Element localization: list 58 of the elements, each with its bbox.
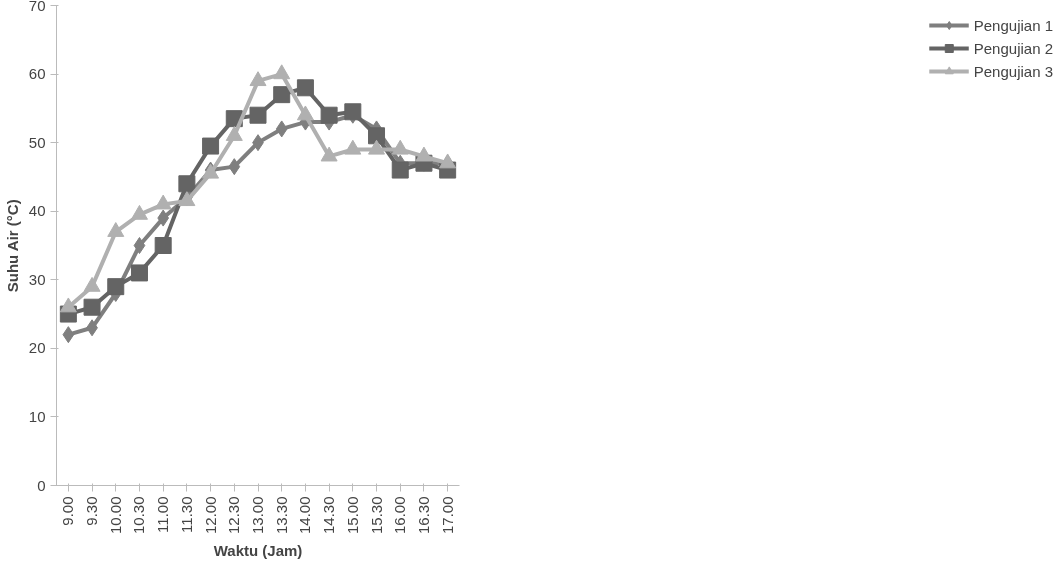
point — [202, 137, 220, 155]
x-tick-label: 11.30 — [177, 496, 195, 533]
x-tick-label: 9.00 — [59, 496, 77, 526]
point — [273, 64, 291, 80]
legend-label: Pengujian 2 — [973, 39, 1053, 57]
legend-label: Pengujian 1 — [973, 16, 1053, 34]
point — [391, 139, 409, 155]
point — [154, 194, 172, 210]
point — [296, 105, 314, 121]
x-tick-label: 13.00 — [249, 496, 266, 535]
y-tick-label: 60 — [28, 65, 46, 83]
x-tick-label: 13.30 — [272, 496, 290, 535]
x-axis-title: Waktu (Jam) — [213, 542, 303, 560]
x-tick-label: 11.00 — [154, 496, 172, 533]
x-tick-label: 12.00 — [201, 496, 219, 535]
point — [249, 106, 267, 124]
point — [157, 209, 170, 227]
x-tick-label: 16.00 — [391, 496, 409, 535]
x-tick-label: 12.30 — [225, 496, 243, 535]
point — [154, 237, 172, 254]
y-tick-label: 50 — [28, 133, 46, 151]
x-tick-label: 15.00 — [343, 496, 361, 535]
point — [62, 326, 75, 344]
point — [368, 139, 386, 155]
point — [228, 158, 241, 176]
x-tick-label: 16.30 — [414, 496, 432, 535]
point — [273, 86, 291, 104]
point — [133, 237, 146, 254]
point — [344, 139, 362, 155]
point — [225, 126, 243, 141]
point — [249, 71, 267, 87]
x-tick-label: 15.30 — [367, 496, 385, 535]
point — [296, 79, 314, 97]
y-tick-label: 20 — [28, 339, 46, 357]
point — [415, 146, 433, 162]
point — [320, 146, 338, 162]
point — [320, 106, 338, 124]
legend-label: Pengujian 3 — [973, 62, 1053, 80]
point — [178, 175, 196, 193]
x-tick-label: 14.30 — [320, 496, 338, 535]
y-tick-label: 30 — [28, 270, 46, 288]
x-tick-label: 17.00 — [438, 496, 456, 535]
x-tick-label: 10.30 — [130, 496, 148, 535]
y-tick-label: 40 — [28, 202, 46, 220]
point — [83, 298, 101, 316]
x-tick-label: 10.00 — [106, 496, 124, 535]
y-axis-title: Suhu Air (°C) — [3, 199, 21, 293]
y-tick-label: 0 — [37, 476, 46, 494]
point — [130, 264, 148, 282]
x-tick-label: 14.00 — [296, 496, 314, 535]
point — [107, 222, 125, 237]
point — [391, 161, 409, 179]
x-tick-label: 9.30 — [83, 496, 101, 526]
y-tick-label: 70 — [28, 0, 46, 14]
point — [107, 278, 125, 296]
point — [275, 120, 288, 138]
point — [368, 127, 386, 145]
y-tick-label: 10 — [28, 407, 46, 425]
